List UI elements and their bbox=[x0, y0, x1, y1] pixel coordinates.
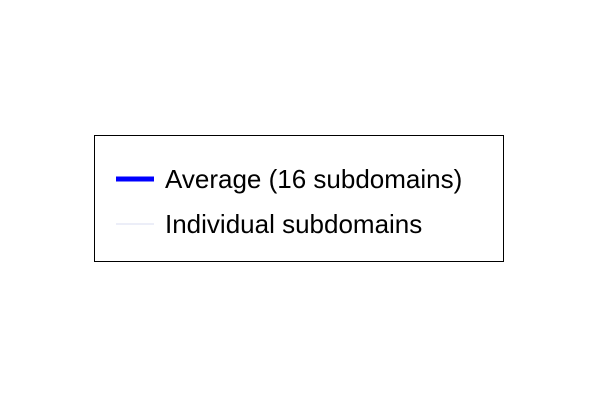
legend-entry-individual: Individual subdomains bbox=[115, 208, 422, 240]
legend-swatch-individual bbox=[116, 223, 154, 225]
chart-legend: Average (16 subdomains) Individual subdo… bbox=[94, 135, 504, 262]
legend-label-average: Average (16 subdomains) bbox=[165, 164, 463, 194]
legend-swatch-average bbox=[116, 176, 154, 182]
legend-entry-average: Average (16 subdomains) bbox=[115, 163, 462, 195]
legend-label-individual: Individual subdomains bbox=[165, 209, 423, 239]
